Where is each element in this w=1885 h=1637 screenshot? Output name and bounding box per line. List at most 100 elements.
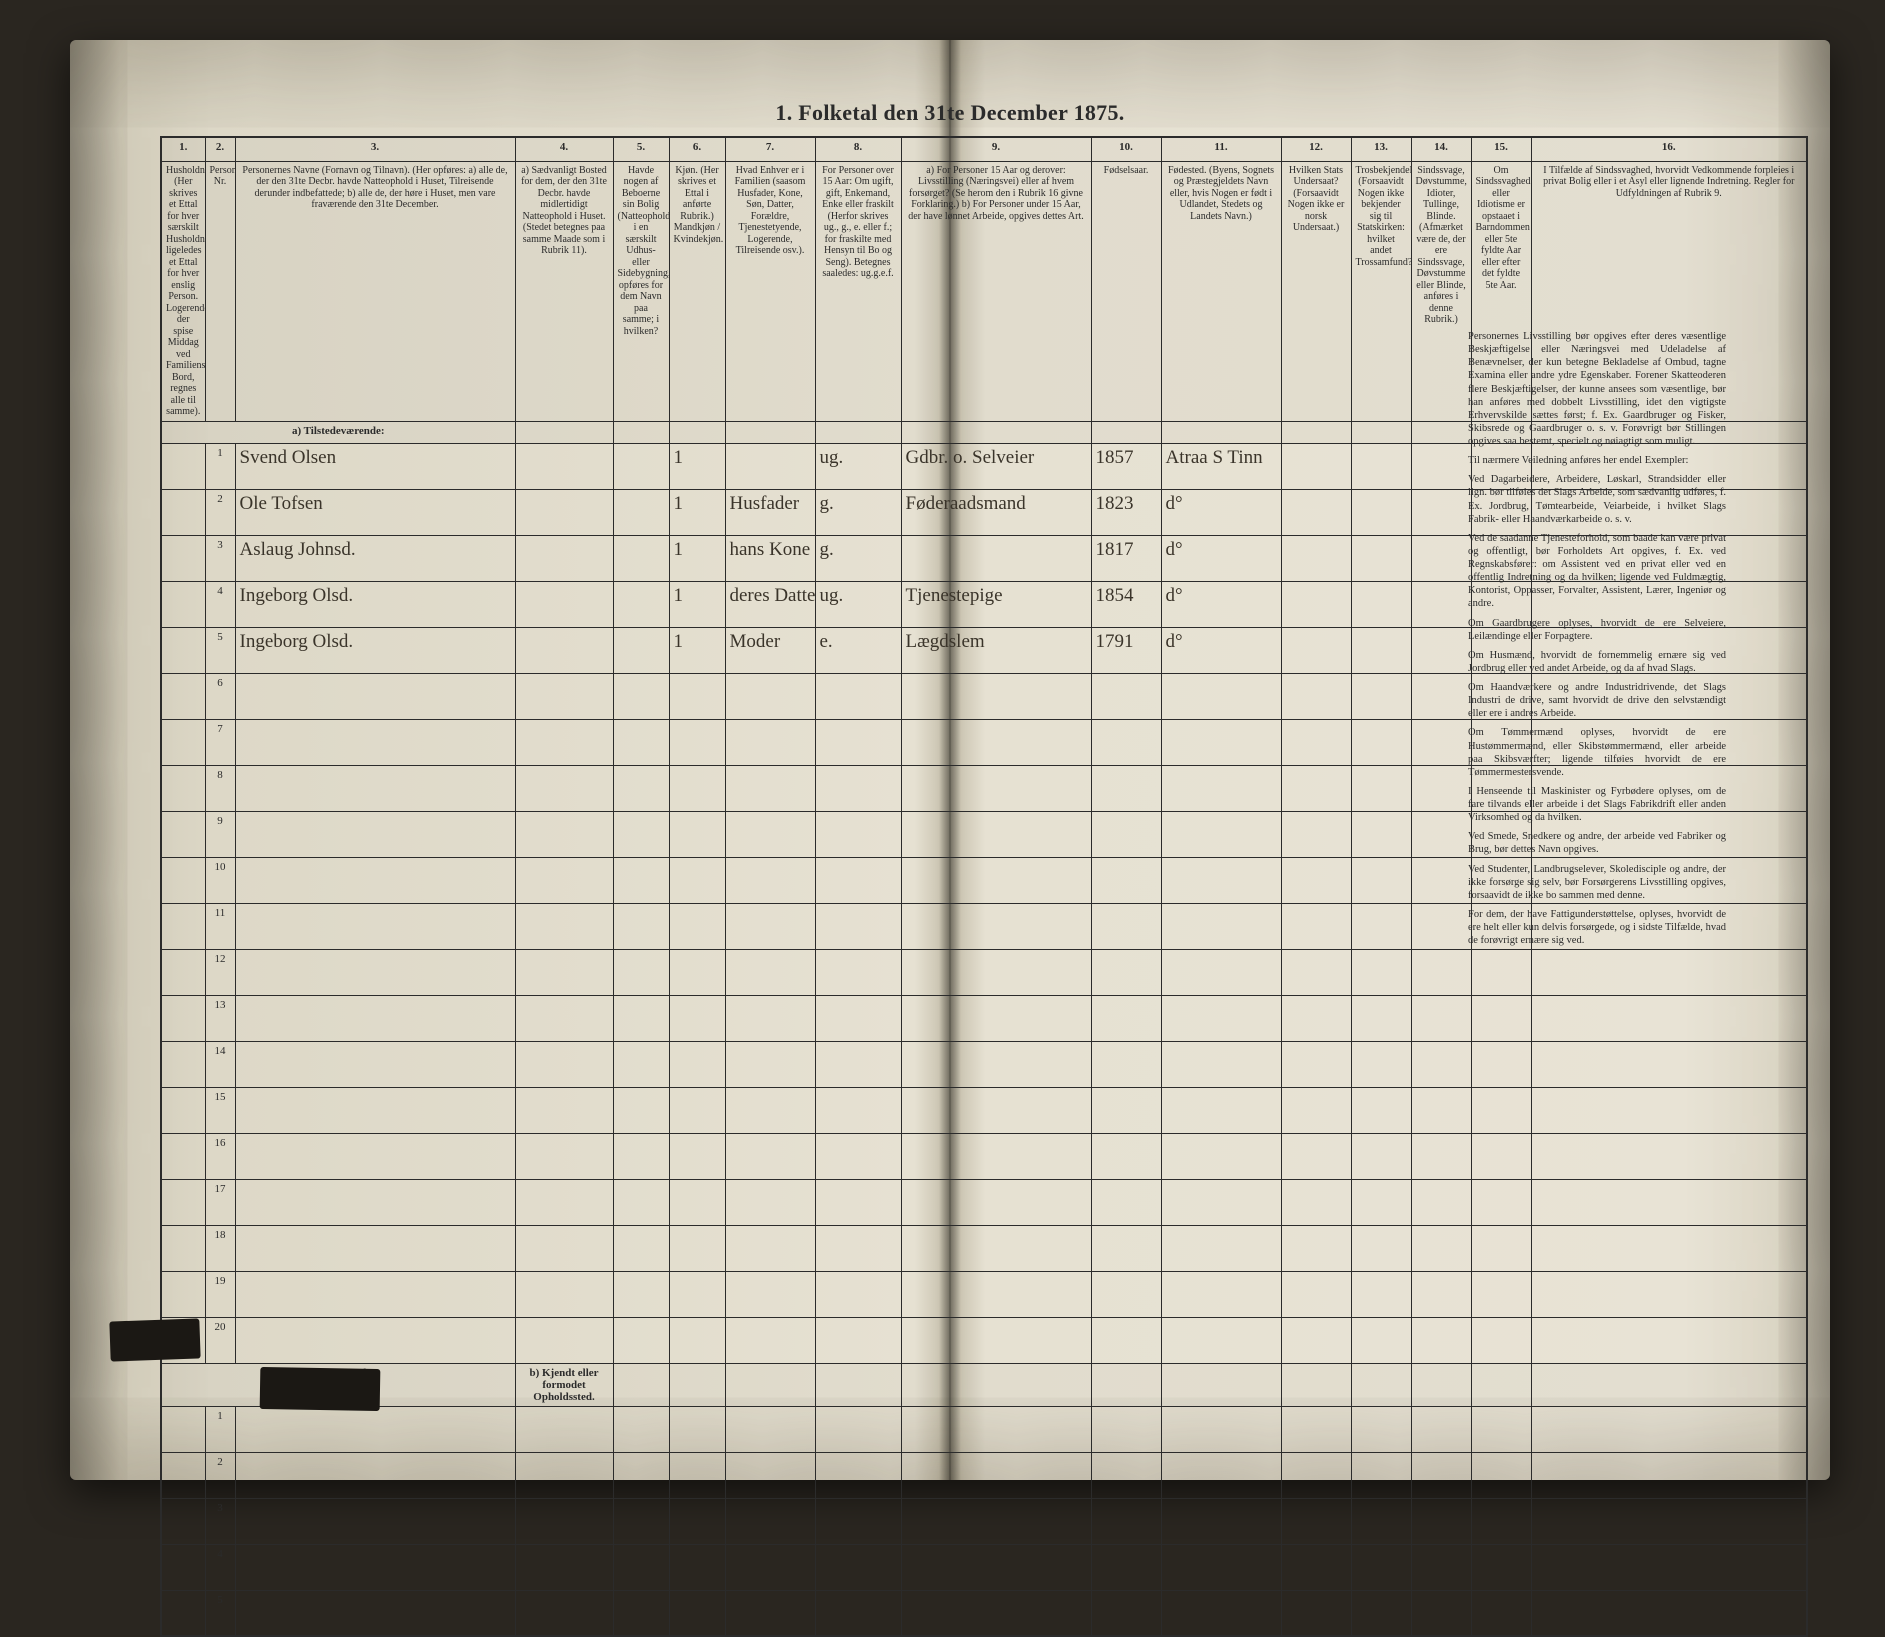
row-number: 18	[205, 1225, 235, 1271]
cell: d°	[1161, 627, 1281, 673]
cell	[1411, 627, 1471, 673]
column-label: Personernes Navne (Fornavn og Tilnavn). …	[235, 161, 515, 421]
cell	[725, 443, 815, 489]
column-label: Fødselsaar.	[1091, 161, 1161, 421]
cell	[1281, 535, 1351, 581]
cell	[161, 581, 205, 627]
cell: Føderaadsmand	[901, 489, 1091, 535]
cell	[161, 627, 205, 673]
row-number: 4	[205, 581, 235, 627]
cell: Gdbr. o. Selveier	[901, 443, 1091, 489]
cell	[1351, 627, 1411, 673]
row-number: 4	[205, 1544, 235, 1590]
column-number: 5.	[613, 137, 669, 161]
row-number: 17	[205, 1179, 235, 1225]
cell	[1411, 581, 1471, 627]
rules-paragraph: Om Gaardbrugere oplyses, hvorvidt de ere…	[1468, 617, 1726, 643]
column-number: 8.	[815, 137, 901, 161]
row-number: 3	[205, 535, 235, 581]
row-number: 1	[205, 443, 235, 489]
cell: g.	[815, 489, 901, 535]
cell: g.	[815, 535, 901, 581]
cell	[161, 535, 205, 581]
cell	[1351, 443, 1411, 489]
column-number: 16.	[1531, 137, 1807, 161]
census-sheet: 1. Folketal den 31te December 1875. 1.2.…	[160, 100, 1740, 1400]
cell: ug.	[815, 581, 901, 627]
column-number: 10.	[1091, 137, 1161, 161]
cell: 1	[669, 627, 725, 673]
rules-paragraph: Personernes Livsstilling bør opgives eft…	[1468, 330, 1726, 448]
cell: 1817	[1091, 535, 1161, 581]
column-number: 1.	[161, 137, 205, 161]
cell: Moder	[725, 627, 815, 673]
cell: 1	[669, 535, 725, 581]
scan-edge-artifact	[109, 1318, 200, 1361]
row-number: 8	[205, 765, 235, 811]
column-label: Trosbekjendelse. (Forsaavidt Nogen ikke …	[1351, 161, 1411, 421]
cell	[515, 535, 613, 581]
page-edge-shadow-left	[70, 40, 120, 1480]
row-number: 15	[205, 1087, 235, 1133]
row-number: 13	[205, 995, 235, 1041]
cell	[1351, 535, 1411, 581]
cell	[613, 581, 669, 627]
person-name: Ole Tofsen	[235, 489, 515, 535]
row-number: 9	[205, 811, 235, 857]
row-number: 2	[205, 489, 235, 535]
cell: Husfader	[725, 489, 815, 535]
cell	[515, 627, 613, 673]
cell	[515, 443, 613, 489]
column-label: Sindssvage, Døvstumme, Idioter, Tullinge…	[1411, 161, 1471, 421]
column-label: For Personer over 15 Aar: Om ugift, gift…	[815, 161, 901, 421]
cell	[515, 581, 613, 627]
row-number: 6	[205, 673, 235, 719]
cell	[613, 535, 669, 581]
column-number: 2.	[205, 137, 235, 161]
scan-edge-artifact	[260, 1367, 381, 1411]
cell: d°	[1161, 581, 1281, 627]
cell	[1281, 627, 1351, 673]
column-label: Hvad Enhver er i Familien (saasom Husfad…	[725, 161, 815, 421]
person-name: Ingeborg Olsd.	[235, 627, 515, 673]
cell	[613, 489, 669, 535]
cell	[1411, 489, 1471, 535]
column-label: Havde nogen af Beboerne sin Bolig (Natte…	[613, 161, 669, 421]
rules-paragraph: Om Tømmermænd oplyses, hvorvidt de ere H…	[1468, 726, 1726, 779]
row-number: 16	[205, 1133, 235, 1179]
cell	[1281, 581, 1351, 627]
cell	[613, 627, 669, 673]
cell: 1	[669, 581, 725, 627]
row-number: 10	[205, 857, 235, 903]
page-title: 1. Folketal den 31te December 1875.	[160, 100, 1740, 126]
cell	[1411, 535, 1471, 581]
cell: d°	[1161, 535, 1281, 581]
cell: deres Datter	[725, 581, 815, 627]
cell: Lægdslem	[901, 627, 1091, 673]
column-number: 6.	[669, 137, 725, 161]
cell: d°	[1161, 489, 1281, 535]
cell: e.	[815, 627, 901, 673]
column-number: 15.	[1471, 137, 1531, 161]
rules-text: Personernes Livsstilling bør opgives eft…	[1468, 330, 1726, 1390]
rules-paragraph: For dem, der have Fattigunderstøttelse, …	[1468, 908, 1726, 947]
person-name: Ingeborg Olsd.	[235, 581, 515, 627]
cell	[613, 443, 669, 489]
column-number: 11.	[1161, 137, 1281, 161]
column-label: a) Sædvanligt Bosted for dem, der den 31…	[515, 161, 613, 421]
rules-paragraph: Om Haandværkere og andre Industridrivend…	[1468, 681, 1726, 720]
rules-paragraph: Om Husmænd, hvorvidt de fornemmelig ernæ…	[1468, 649, 1726, 675]
cell	[1351, 489, 1411, 535]
section-heading: a) Tilstedeværende:	[161, 421, 515, 443]
cell: Tjenestepige	[901, 581, 1091, 627]
rules-paragraph: Til nærmere Veiledning anføres her endel…	[1468, 454, 1726, 467]
section-heading	[515, 421, 613, 443]
cell: 1857	[1091, 443, 1161, 489]
column-label: Kjøn. (Her skrives et Ettal i anførte Ru…	[669, 161, 725, 421]
cell: 1791	[1091, 627, 1161, 673]
rules-paragraph: Ved Studenter, Landbrugselever, Skoledis…	[1468, 863, 1726, 902]
rules-paragraph: Ved Dagarbeidere, Arbeidere, Løskarl, St…	[1468, 473, 1726, 526]
cell: 1	[669, 443, 725, 489]
cell	[515, 489, 613, 535]
cell	[161, 489, 205, 535]
